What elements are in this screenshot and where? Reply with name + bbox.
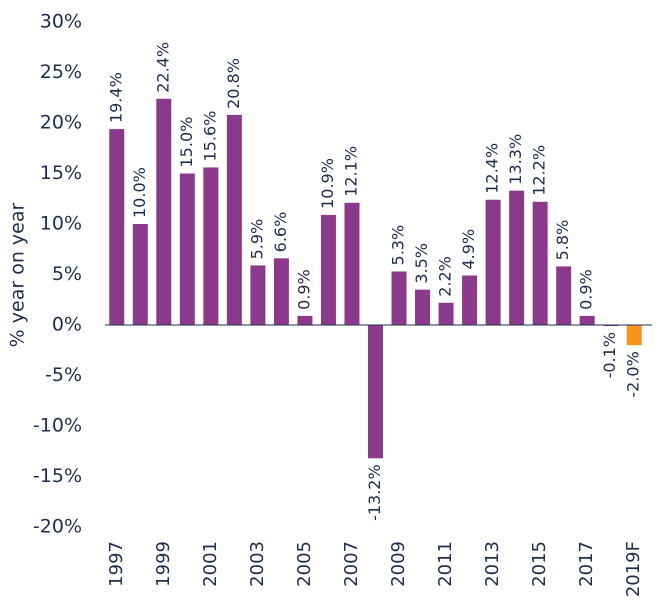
value-label: -13.2% [365,464,384,521]
y-tick-label: 5% [52,263,82,285]
bar [226,114,242,325]
bar [179,173,195,325]
y-tick-label: 0% [52,314,82,336]
y-tick-label: -5% [45,364,82,386]
value-label: 0.9% [577,269,596,310]
y-tick-label: -15% [33,465,82,487]
bar [532,201,548,325]
bar [250,265,266,325]
value-label: 12.1% [341,146,360,197]
value-label: 20.8% [224,58,243,109]
y-tick-label: 30% [40,11,82,33]
value-label: 10.0% [130,167,149,218]
bar [603,325,619,327]
y-axis-label: % year on year [7,203,29,348]
bar [273,258,289,325]
value-label: 13.3% [506,134,525,185]
y-tick-label: -20% [33,516,82,538]
bar [156,98,172,325]
value-label: 22.4% [153,42,172,93]
bar [462,275,478,325]
value-label: 19.4% [106,72,125,123]
bar [391,271,407,325]
bar [109,129,125,325]
x-tick-label: 1997 [106,541,127,587]
value-label: -0.1% [600,332,619,378]
y-tick-label: 25% [40,61,82,83]
bar [132,224,148,325]
value-label: 2.2% [436,256,455,297]
x-tick-label: 2005 [294,541,315,587]
value-label: 10.9% [318,158,337,209]
y-tick-label: 20% [40,112,82,134]
value-label: 6.6% [271,212,290,253]
value-label: 5.8% [553,220,572,261]
value-label: 3.5% [412,243,431,284]
x-tick-label: 2011 [435,541,456,587]
y-tick-label: 10% [40,213,82,235]
value-label: 12.4% [483,143,502,194]
x-tick-label: 2007 [341,541,362,587]
bar [556,266,572,325]
x-tick-label: 2009 [388,541,409,587]
x-tick-label: 1999 [153,541,174,587]
bar [509,190,525,325]
x-tick-label: 2015 [529,541,550,587]
bar [579,315,595,325]
value-label: 5.3% [389,225,408,266]
bar [626,325,642,346]
value-label: 15.6% [200,111,219,162]
value-label: 5.9% [247,219,266,260]
x-tick-label: 2019F [623,541,644,597]
x-tick-label: 2017 [576,541,597,587]
value-label: 4.9% [459,229,478,270]
value-label: 12.2% [530,145,549,196]
x-tick-label: 2001 [200,541,221,587]
bar [415,289,431,325]
value-label: -2.0% [624,351,643,397]
bar [438,302,454,325]
y-tick-label: -10% [33,415,82,437]
value-label: 15.0% [177,117,196,168]
bar [320,214,336,325]
bar [297,315,313,325]
x-tick-label: 2013 [482,541,503,587]
value-label: 0.9% [294,269,313,310]
x-tick-label: 2003 [247,541,268,587]
y-tick-label: 15% [40,162,82,184]
bar [203,167,219,325]
bar [485,199,501,325]
bar [344,202,360,325]
bar [368,325,383,459]
